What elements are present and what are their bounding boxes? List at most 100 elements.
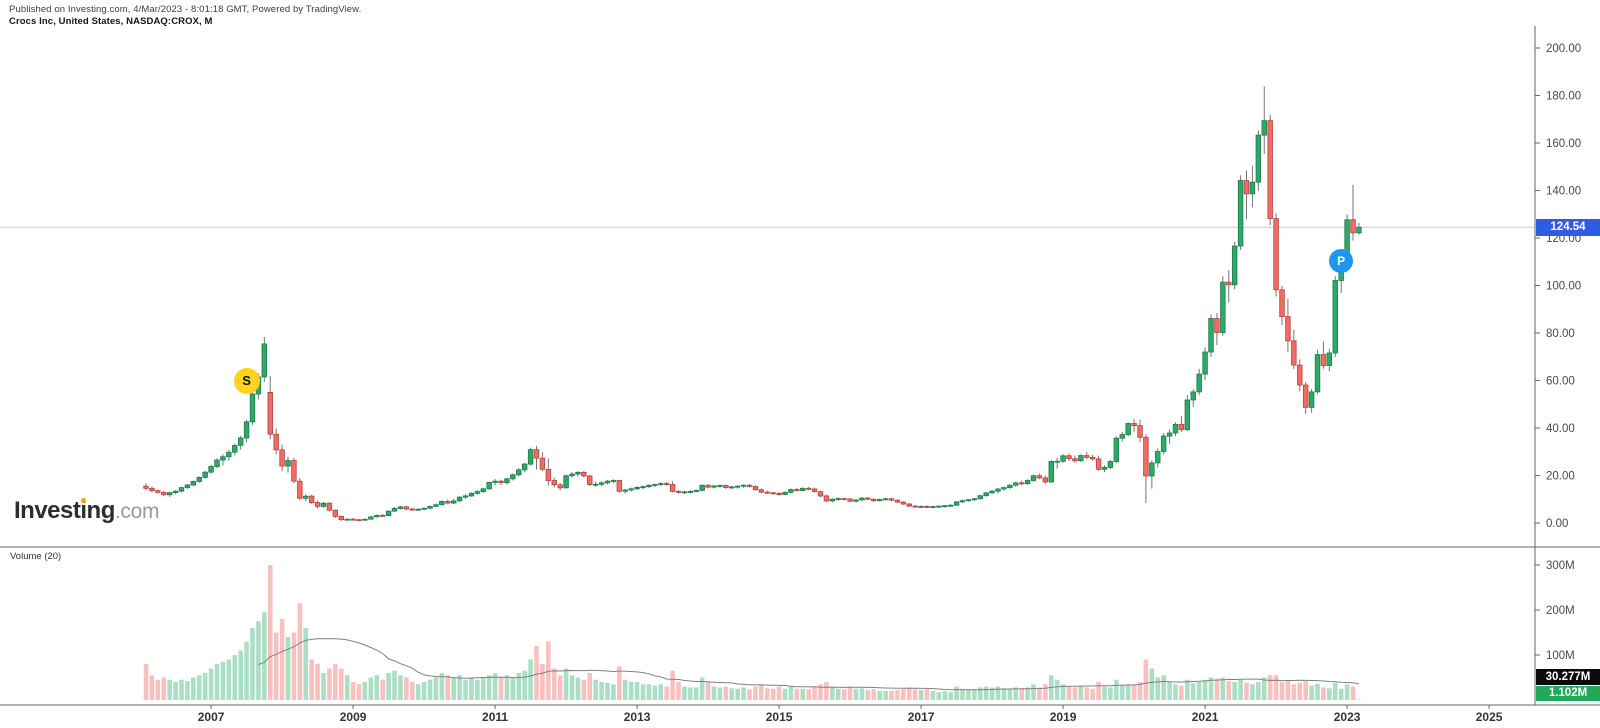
candle [232, 443, 238, 456]
candle [628, 487, 634, 492]
candle [1178, 416, 1185, 433]
axis-tick-label: 140.00 [1546, 186, 1581, 198]
candle [1261, 86, 1267, 154]
candle [439, 500, 445, 506]
candle [663, 481, 670, 486]
candle [527, 447, 534, 466]
logo-text: Investing [14, 497, 115, 524]
candle [658, 482, 664, 486]
candle [184, 484, 191, 490]
volume-indicator-label: Volume (20) [10, 551, 62, 562]
candle [847, 498, 853, 503]
candle [433, 503, 439, 508]
candle [1125, 422, 1131, 437]
axis-tick-label: 200M [1546, 605, 1575, 617]
candle [308, 494, 315, 504]
candle [693, 489, 699, 493]
axis-tick-label: 2023 [1334, 710, 1361, 724]
candle [415, 508, 421, 511]
axis-tick-label: 180.00 [1546, 91, 1581, 103]
axis-tick-label: 20.00 [1546, 471, 1575, 483]
candle [876, 498, 883, 502]
candle [1249, 165, 1256, 208]
axis-tick-label: 2015 [766, 710, 793, 724]
candle [468, 492, 475, 497]
candle [161, 491, 167, 497]
candle [1155, 448, 1161, 468]
candle [421, 507, 427, 511]
candle [918, 505, 924, 508]
published-line: Published on Investing.com, 4/Mar/2023 -… [9, 4, 362, 15]
axis-tick-label: 2025 [1476, 710, 1503, 724]
candle [1084, 451, 1090, 460]
volume-ma-label: 30.277M [1536, 669, 1600, 685]
candle [1018, 480, 1025, 486]
candle [776, 492, 782, 496]
candle [1013, 481, 1019, 487]
sell-marker-badge: S [233, 367, 260, 394]
candle [450, 498, 457, 504]
candle [462, 494, 469, 500]
axis-tick-label: 200.00 [1546, 43, 1581, 55]
candle [930, 505, 936, 509]
candle [237, 435, 244, 450]
candle [924, 505, 930, 509]
candle [942, 504, 948, 508]
candle [711, 485, 717, 489]
candle [900, 501, 907, 505]
candle [1024, 479, 1031, 485]
candle [1172, 422, 1179, 437]
candle [178, 486, 185, 493]
candle [652, 483, 658, 488]
candle [1255, 130, 1262, 191]
candle [539, 452, 546, 471]
candle [1237, 175, 1244, 251]
candle [403, 505, 410, 511]
candle [285, 456, 291, 473]
candle [504, 477, 510, 485]
axis-tick-label: 40.00 [1546, 423, 1575, 435]
candle [1220, 276, 1226, 336]
candle [1089, 454, 1096, 461]
candle [297, 477, 303, 501]
candle [1356, 222, 1362, 235]
profit-marker-badge: P [1329, 248, 1354, 273]
candle [859, 497, 865, 501]
candle [1273, 213, 1279, 297]
candle [379, 513, 386, 517]
candle [368, 516, 374, 520]
axis-tick-label: 80.00 [1546, 328, 1575, 340]
candle [332, 509, 339, 519]
candle [492, 479, 498, 486]
candle [800, 487, 806, 492]
candle [995, 487, 1001, 494]
candle [172, 490, 179, 495]
candle [1226, 270, 1232, 303]
axis-tick-label: 2013 [624, 710, 651, 724]
candle [1243, 170, 1250, 220]
candle [249, 391, 256, 426]
candle [563, 474, 569, 489]
candle [1350, 184, 1356, 241]
candle [1202, 347, 1208, 381]
candle [1308, 389, 1315, 413]
candle [338, 515, 344, 522]
candle [1285, 298, 1291, 353]
candle [805, 486, 812, 491]
candle [888, 497, 895, 502]
candle [261, 337, 268, 382]
candle [622, 489, 628, 494]
candle [516, 468, 522, 477]
candle [397, 505, 404, 510]
axis-tick-label: 100.00 [1546, 281, 1581, 293]
candle [291, 457, 297, 484]
axis-tick-label: 120.00 [1546, 233, 1581, 245]
candle [717, 484, 723, 488]
candle [871, 498, 877, 502]
axis-tick-label: 2011 [482, 710, 508, 724]
candle [391, 506, 398, 512]
candle [782, 491, 788, 496]
candle [220, 454, 226, 466]
